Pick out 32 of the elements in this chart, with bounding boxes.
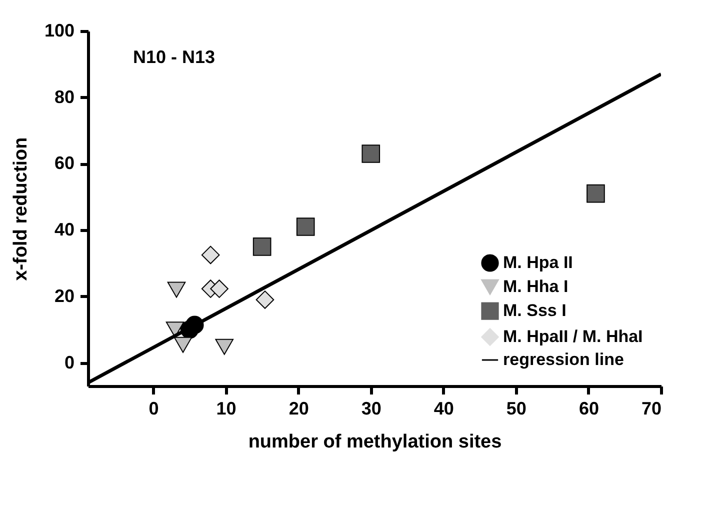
x-tick-label: 30: [361, 398, 382, 418]
y-tick-label: 80: [54, 86, 74, 107]
legend-label: regression line: [503, 350, 624, 369]
x-tick-label: 20: [288, 398, 309, 418]
point: [174, 336, 192, 353]
x-tick-label: 50: [506, 398, 526, 418]
y-tick-label: 60: [54, 153, 74, 174]
y-tick-label: 20: [54, 286, 74, 306]
x-tick-label: 40: [434, 398, 454, 418]
x-axis-title: number of methylation sites: [248, 432, 502, 452]
point: [362, 144, 380, 163]
y-axis-title: x-fold reduction: [10, 137, 32, 281]
x-tick-label: 60: [578, 398, 599, 418]
x-tick-label: 0: [148, 398, 159, 418]
point: [167, 282, 186, 298]
y-tick-label: 0: [64, 352, 74, 372]
legend-label: M. Hpa II: [503, 253, 573, 272]
point: [252, 237, 272, 256]
legend-label: M. Sss I: [503, 301, 566, 320]
legend-label: M. Hha I: [503, 277, 568, 296]
x-tick-label: 10: [216, 398, 236, 418]
legend-label: M. HpaII / M. HhaI: [503, 327, 643, 346]
point: [210, 280, 228, 298]
point: [256, 290, 274, 309]
point: [586, 184, 605, 203]
point: [215, 338, 234, 355]
annotation: N10 - N13: [133, 47, 216, 67]
y-tick-label: 100: [44, 20, 74, 40]
x-tick-label: 70: [641, 398, 662, 418]
point: [201, 246, 220, 264]
y-tick-label: 40: [54, 220, 74, 240]
point: [296, 218, 315, 236]
